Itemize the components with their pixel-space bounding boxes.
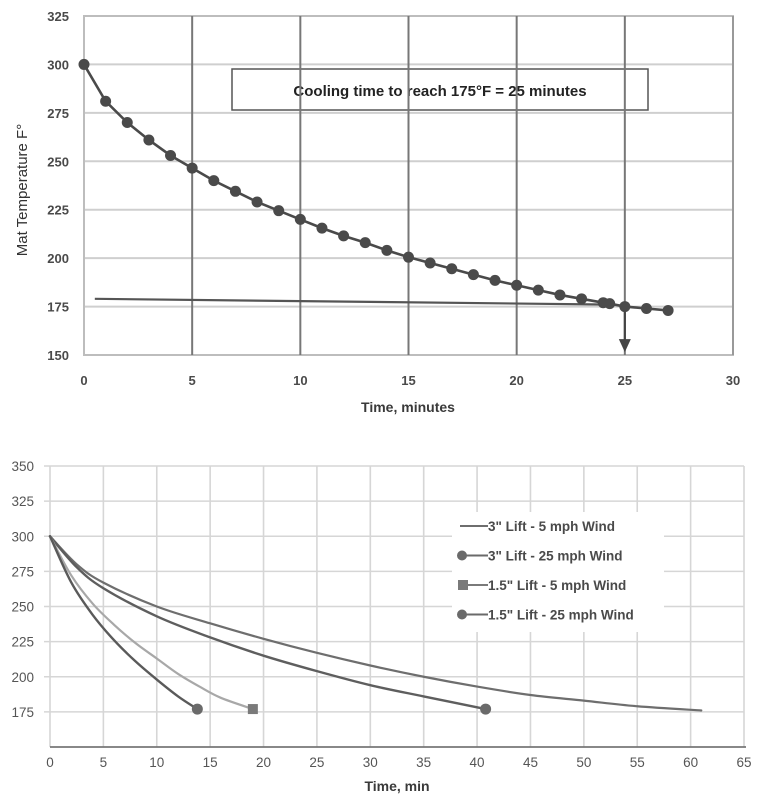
chart1-x-axis-title: Time, minutes	[361, 399, 455, 415]
legend-label: 3" Lift - 5 mph Wind	[488, 519, 615, 534]
series-line	[48, 535, 487, 711]
data-point	[604, 298, 616, 310]
chart1-y-tick: 175	[47, 300, 69, 315]
chart1-x-tick: 25	[618, 373, 632, 388]
data-point	[424, 257, 436, 269]
data-point	[640, 303, 652, 315]
chart1-tick-labels: 150 175 200 225 250 275 300 325 0 5 10 15 20 25 30	[47, 9, 740, 388]
chart2-x-tick: 25	[309, 755, 324, 770]
chart1-y-tick: 150	[47, 348, 69, 363]
data-point	[619, 301, 631, 313]
chart2-tick-labels: 175 200 225 250 275 300 325 350 0 5 10 15 20 25 30 35 40…	[11, 459, 751, 770]
data-point	[338, 230, 350, 242]
end-marker-circle	[191, 703, 203, 715]
chart2-y-tick: 325	[11, 494, 34, 509]
legend-circle-icon	[457, 609, 467, 620]
legend-square-icon	[458, 580, 468, 590]
chart2-x-tick: 10	[149, 755, 164, 770]
chart2-legend: 3" Lift - 5 mph Wind 3" Lift - 25 mph Win…	[452, 512, 664, 632]
data-point	[143, 134, 155, 146]
data-point	[294, 213, 306, 225]
chart2-grid	[44, 465, 746, 748]
chart2-x-tick: 55	[630, 755, 645, 770]
series-line	[48, 535, 703, 712]
data-point	[229, 185, 241, 197]
chart2-y-tick: 300	[11, 529, 34, 544]
chart1-x-tick: 5	[189, 373, 196, 388]
mat-temperature-series	[78, 58, 674, 353]
chart2-x-tick: 35	[416, 755, 431, 770]
legend-label: 3" Lift - 25 mph Wind	[488, 549, 623, 564]
data-point	[576, 293, 588, 305]
legend-item: 3" Lift - 25 mph Wind	[457, 549, 623, 564]
chart1-y-axis-title: Mat Temperature F°	[14, 124, 31, 256]
data-point	[359, 237, 371, 249]
chart1-x-tick: 15	[401, 373, 415, 388]
data-point	[316, 222, 328, 234]
data-point	[273, 205, 285, 217]
data-point	[662, 304, 674, 316]
chart1-x-tick: 30	[726, 373, 740, 388]
chart1-y-tick: 275	[47, 106, 69, 121]
legend-item: 1.5" Lift - 25 mph Wind	[457, 608, 634, 623]
chart1-y-tick: 250	[47, 154, 69, 169]
chart2-x-tick: 5	[100, 755, 108, 770]
target-175-line	[94, 297, 615, 306]
data-point	[208, 175, 220, 187]
chart2-x-tick: 30	[363, 755, 378, 770]
end-marker-circle	[480, 703, 492, 715]
chart2-x-tick: 40	[470, 755, 485, 770]
series-line	[48, 535, 199, 711]
chart1-vertical-grid	[191, 16, 734, 355]
data-point	[251, 196, 263, 208]
chart1-y-tick: 325	[47, 9, 69, 24]
data-point	[446, 263, 458, 275]
data-point	[467, 269, 479, 281]
legend-item: 1.5" Lift - 5 mph Wind	[458, 578, 626, 593]
data-point	[165, 149, 177, 161]
chart1-y-tick: 225	[47, 203, 69, 218]
chart2-y-tick: 250	[11, 600, 34, 615]
arrow-down-icon	[618, 339, 631, 353]
chart1-x-tick: 0	[80, 373, 87, 388]
annotation-text: Cooling time to reach 175°F = 25 minutes	[293, 83, 586, 100]
data-point	[489, 274, 501, 286]
chart2-y-tick: 275	[11, 564, 34, 579]
legend-label: 1.5" Lift - 25 mph Wind	[488, 608, 634, 623]
chart2-x-tick: 65	[736, 755, 751, 770]
chart1-y-tick: 200	[47, 251, 69, 266]
chart2-y-tick: 350	[11, 459, 34, 474]
data-point	[554, 289, 566, 301]
legend-label: 1.5" Lift - 5 mph Wind	[488, 578, 626, 593]
cooling-time-annotation: Cooling time to reach 175°F = 25 minutes	[231, 68, 649, 111]
chart2-y-tick: 225	[11, 635, 34, 650]
cooling-time-chart: Cooling time to reach 175°F = 25 minutes…	[14, 9, 740, 415]
end-marker-square	[247, 704, 258, 715]
chart1-x-tick: 10	[293, 373, 307, 388]
data-point	[186, 162, 198, 174]
data-point	[121, 117, 133, 129]
chart2-x-tick: 15	[203, 755, 218, 770]
chart2-x-axis-title: Time, min	[364, 778, 429, 794]
chart2-x-tick: 0	[46, 755, 54, 770]
chart1-y-tick: 300	[47, 57, 69, 72]
chart2-y-tick: 175	[11, 705, 34, 720]
chart2-y-tick: 200	[11, 670, 34, 685]
chart2-x-tick: 45	[523, 755, 538, 770]
legend-box	[452, 512, 664, 632]
data-point	[78, 58, 90, 70]
data-point	[532, 284, 544, 296]
chart2-x-tick: 60	[683, 755, 698, 770]
data-point	[100, 95, 112, 107]
data-point	[403, 251, 414, 263]
chart2-x-tick: 50	[576, 755, 591, 770]
data-point	[381, 244, 393, 256]
legend-item: 3" Lift - 5 mph Wind	[460, 519, 615, 534]
series-line	[48, 535, 254, 711]
chart1-x-tick: 20	[509, 373, 523, 388]
chart2-x-tick: 20	[256, 755, 271, 770]
legend-circle-icon	[457, 550, 467, 561]
chart2-series	[48, 535, 703, 715]
data-point	[511, 279, 523, 291]
